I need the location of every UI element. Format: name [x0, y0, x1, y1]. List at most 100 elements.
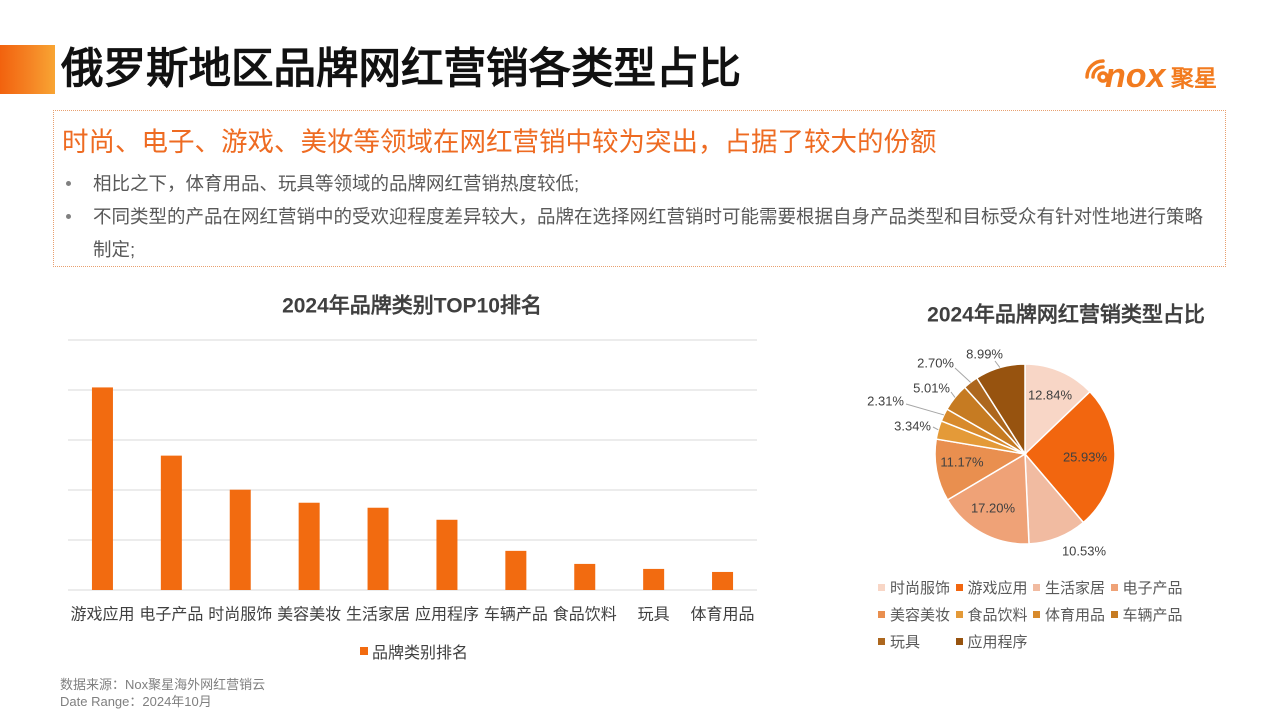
- pie-legend-label-1: 时尚服饰: [890, 580, 951, 597]
- bar-series: [91, 387, 734, 591]
- pie-value-labels: 12.84% 25.93% 10.53% 17.20% 11.17% 3.34% 2.31%…: [867, 347, 1107, 559]
- bar-gridlines: [68, 339, 757, 591]
- page-title: 俄罗斯地区品牌网红营销各类型占比: [61, 46, 742, 93]
- pie-legend-swatch-10: [955, 638, 963, 645]
- pie-legend-label-3: 生活家居: [1045, 580, 1106, 597]
- summary-bullets: 相比之下，体育用品、玩具等领域的品牌网红营销热度较低; 不同类型的产品在网红营销…: [66, 167, 1215, 266]
- bar-7: [505, 550, 527, 590]
- data-source: 数据来源：Nox聚星海外网红营销云: [60, 677, 266, 692]
- pie-legend-item-7: 体育用品: [1031, 601, 1109, 628]
- pie-leader-line-8: [950, 391, 956, 398]
- bullet-text: 不同类型的产品在网红营销中的受欢迎程度差异较大，品牌在选择网红营销时可能需要根据…: [93, 206, 1204, 260]
- x-tick-label-9: 玩具: [638, 607, 670, 624]
- footer: 数据来源：Nox聚星海外网红营销云 Date Range：2024年10月: [60, 676, 265, 710]
- pie-legend-swatch-5: [878, 611, 885, 618]
- bullet-item: 相比之下，体育用品、玩具等领域的品牌网红营销热度较低;: [66, 167, 1215, 200]
- pie-value-label-10: 8.99%: [966, 347, 1003, 362]
- pie-legend-label-5: 美容美妆: [890, 607, 951, 624]
- pie-slice-4: [946, 452, 1030, 545]
- pie-legend: 时尚服饰 游戏应用 生活家居 电子产品美容美妆 食品饮料 体育用品 车辆产品玩具 应用程序: [876, 574, 1196, 655]
- x-tick-labels: 游戏应用 电子产品 时尚服饰 美容美妆 生活家居 应用程序 车辆产品 食品饮料 玩具 体育用品: [70, 605, 754, 624]
- pie-legend-item-8: 车辆产品: [1109, 601, 1187, 628]
- pie-leader-line-10: [994, 360, 1001, 368]
- pie-slice-10: [975, 363, 1026, 457]
- pie-slices: [934, 363, 1116, 545]
- pie-legend-label-4: 电子产品: [1122, 580, 1183, 597]
- bar-4: [298, 502, 320, 590]
- bar-chart-title: 2024年品牌类别TOP10排名: [282, 294, 542, 318]
- pie-value-label-4: 17.20%: [971, 501, 1016, 516]
- pie-value-label-8: 5.01%: [913, 381, 950, 396]
- pie-legend-item-10: 应用程序: [954, 628, 1032, 655]
- pie-leader-line-9: [954, 367, 971, 383]
- bullet-item: 不同类型的产品在网红营销中的受欢迎程度差异较大，品牌在选择网红营销时可能需要根据…: [66, 200, 1215, 266]
- pie-value-label-7: 2.31%: [867, 394, 904, 409]
- pie-leader-line-6: [932, 426, 939, 431]
- pie-legend-label-9: 玩具: [890, 634, 921, 651]
- x-tick-label-3: 时尚服饰: [208, 606, 272, 624]
- pie-value-label-9: 2.70%: [917, 356, 954, 371]
- pie-legend-swatch-2: [955, 584, 963, 591]
- bullet-dot: [66, 181, 71, 186]
- bar-5: [367, 507, 389, 590]
- bar-legend: 品牌类别排名: [360, 640, 468, 662]
- nox-logo: nox 聚星: [1083, 44, 1228, 96]
- bar-chart: 2024年品牌类别TOP10排名 游戏应用 电子产品 时尚服饰 美容美妆 生活家居 应用程…: [68, 294, 757, 624]
- pie-value-label-2: 25.93%: [1063, 450, 1108, 465]
- x-tick-label-8: 食品饮料: [553, 606, 617, 624]
- bar-legend-swatch: [360, 647, 368, 655]
- bar-3: [229, 489, 251, 590]
- pie-legend-label-8: 车辆产品: [1122, 607, 1183, 624]
- pie-legend-item-2: 游戏应用: [954, 574, 1032, 601]
- bar-10: [712, 571, 734, 590]
- bar-2: [160, 455, 182, 591]
- pie-legend-swatch-1: [878, 584, 885, 591]
- summary-box: [53, 110, 1226, 267]
- pie-legend-item-4: 电子产品: [1109, 574, 1187, 601]
- title-accent-bar: [0, 45, 55, 94]
- summary-headline: 时尚、电子、游戏、美妆等领域在网红营销中较为突出，占据了较大的份额: [62, 127, 937, 157]
- bar-legend-label: 品牌类别排名: [372, 645, 469, 662]
- pie-legend-swatch-6: [955, 611, 963, 618]
- x-tick-label-10: 体育用品: [691, 606, 755, 624]
- pie-legend-label-7: 体育用品: [1045, 607, 1106, 624]
- pie-legend-label-6: 食品饮料: [967, 607, 1028, 624]
- logo-wordmark: nox: [1105, 57, 1168, 95]
- bar-1: [91, 387, 113, 590]
- pie-legend-item-5: 美容美妆: [876, 601, 954, 628]
- pie-value-label-1: 12.84%: [1028, 388, 1073, 403]
- date-range: Date Range：2024年10月: [60, 694, 212, 709]
- bar-9: [643, 568, 665, 590]
- pie-legend-item-9: 玩具: [876, 628, 954, 655]
- pie-slice-2: [1023, 390, 1116, 524]
- x-tick-label-6: 应用程序: [415, 605, 479, 624]
- pie-chart-title: 2024年品牌网红营销类型占比: [927, 303, 1205, 327]
- signal-icon: [1085, 59, 1109, 83]
- pie-leader-line-7: [905, 403, 945, 416]
- pie-legend-swatch-7: [1033, 611, 1040, 618]
- pie-value-label-5: 11.17%: [940, 455, 984, 470]
- x-tick-label-1: 游戏应用: [70, 605, 134, 624]
- pie-legend-label-10: 应用程序: [967, 634, 1028, 651]
- x-tick-label-2: 电子产品: [139, 606, 203, 624]
- pie-slice-1: [1024, 363, 1092, 456]
- pie-legend-swatch-9: [878, 638, 885, 645]
- pie-legend-swatch-8: [1110, 611, 1118, 618]
- pie-value-label-3: 10.53%: [1062, 544, 1107, 559]
- pie-chart: 2024年品牌网红营销类型占比 12.84% 25.93% 10.53% 17.20%…: [867, 303, 1205, 559]
- pie-legend-label-2: 游戏应用: [967, 580, 1028, 597]
- pie-legend-swatch-3: [1033, 584, 1040, 591]
- x-tick-label-5: 生活家居: [346, 606, 410, 624]
- bullet-dot: [66, 214, 71, 219]
- bar-8: [574, 563, 596, 590]
- pie-legend-item-3: 生活家居: [1031, 574, 1109, 601]
- pie-legend-item-6: 食品饮料: [954, 601, 1032, 628]
- bullet-text: 相比之下，体育用品、玩具等领域的品牌网红营销热度较低;: [93, 173, 580, 194]
- pie-legend-swatch-4: [1110, 584, 1118, 591]
- x-tick-label-4: 美容美妆: [277, 606, 341, 624]
- pie-legend-item-1: 时尚服饰: [876, 574, 954, 601]
- x-tick-label-7: 车辆产品: [484, 606, 548, 624]
- bar-6: [436, 519, 458, 590]
- pie-value-label-6: 3.34%: [894, 419, 931, 434]
- logo-name-cn: 聚星: [1170, 65, 1217, 91]
